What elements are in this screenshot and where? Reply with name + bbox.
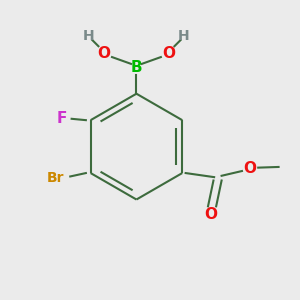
Text: O: O xyxy=(163,46,176,61)
Text: O: O xyxy=(204,207,217,222)
Text: Br: Br xyxy=(46,172,64,185)
Text: H: H xyxy=(178,29,190,43)
Text: O: O xyxy=(98,46,110,61)
Text: F: F xyxy=(57,111,67,126)
Text: H: H xyxy=(83,29,95,43)
Text: O: O xyxy=(244,161,256,176)
Text: B: B xyxy=(130,60,142,75)
